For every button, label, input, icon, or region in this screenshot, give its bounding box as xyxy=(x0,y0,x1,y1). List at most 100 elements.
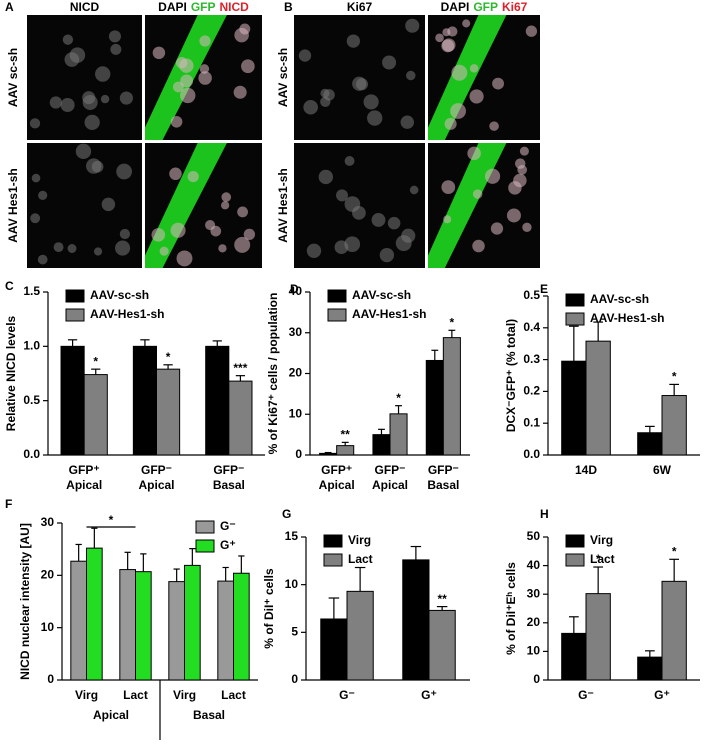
row-label: AAV sc-sh xyxy=(6,48,20,107)
bar xyxy=(205,345,230,456)
nucleus xyxy=(62,34,74,45)
x-tick-label: Lact xyxy=(221,688,246,702)
panel-letter: A xyxy=(5,0,14,14)
nucleus xyxy=(506,208,521,223)
y-tick-label: 0.5 xyxy=(23,393,40,407)
legend-label: G⁺ xyxy=(220,538,236,552)
panel-letter: B xyxy=(284,0,293,14)
legend-label: Virg xyxy=(590,533,613,547)
bar xyxy=(561,632,587,681)
legend-label: G⁻ xyxy=(220,519,236,533)
y-tick-label: 20 xyxy=(289,366,303,380)
channel-title: NICD xyxy=(70,0,100,14)
bar xyxy=(346,590,374,681)
panel-letter: G xyxy=(282,507,291,521)
nucleus xyxy=(69,47,86,63)
channel-title: Ki67 xyxy=(347,0,373,14)
bar xyxy=(428,609,456,681)
x-tick-label: GFP⁻ xyxy=(213,463,244,477)
nucleus xyxy=(472,189,483,199)
merge-title: DAPI GFP Ki67 xyxy=(441,0,528,14)
y-tick-label: 0.0 xyxy=(23,447,40,461)
significance: ** xyxy=(437,592,447,606)
y-tick-label: 1.0 xyxy=(23,339,40,353)
nucleus xyxy=(387,216,401,230)
legend-label: AAV-sc-sh xyxy=(90,288,149,302)
y-tick-label: 30 xyxy=(41,515,55,529)
legend-label: AAV-sc-sh xyxy=(352,288,411,302)
nucleus xyxy=(334,240,349,255)
nucleus xyxy=(110,43,122,55)
legend-label: Virg xyxy=(348,533,371,547)
nucleus xyxy=(172,81,184,93)
nucleus xyxy=(490,222,504,235)
merge-channel: NICD xyxy=(220,0,250,14)
y-tick-label: 0.1 xyxy=(523,415,540,429)
significance: * xyxy=(596,552,601,566)
x-tick-label: Apical xyxy=(66,478,102,492)
nucleus xyxy=(180,74,194,88)
bar xyxy=(389,413,408,456)
bar xyxy=(119,569,136,681)
legend-label: AAV-Hes1-sh xyxy=(590,311,664,325)
y-tick-label: 0.2 xyxy=(523,384,540,398)
panel-letter: D xyxy=(290,282,299,296)
bar xyxy=(60,345,85,456)
y-tick-label: 0 xyxy=(295,447,302,461)
nucleus xyxy=(38,190,48,200)
x-tick-label: GFP⁻ xyxy=(374,463,405,477)
nucleus xyxy=(336,189,349,202)
nucleus xyxy=(37,254,48,265)
nucleus xyxy=(234,236,251,253)
x-tick-label: GFP⁻ xyxy=(428,463,459,477)
y-tick-label: 0.0 xyxy=(523,447,540,461)
x-tick-label: G⁻ xyxy=(339,688,355,702)
y-tick-label: 15 xyxy=(285,529,299,543)
bar xyxy=(661,395,687,456)
bar xyxy=(233,572,250,681)
nucleus xyxy=(170,222,186,238)
bar xyxy=(217,580,235,681)
x-tick-label: GFP⁺ xyxy=(69,463,100,477)
legend-label: AAV-Hes1-sh xyxy=(352,307,426,321)
nucleus xyxy=(115,240,131,256)
bar xyxy=(336,445,355,456)
nucleus xyxy=(29,118,41,129)
nucleus xyxy=(198,71,212,85)
bar xyxy=(637,656,663,681)
nucleus xyxy=(346,34,361,48)
nucleus xyxy=(492,77,504,90)
nucleus xyxy=(234,27,249,43)
nucleus xyxy=(116,163,132,180)
nucleus xyxy=(241,59,255,74)
y-tick-label: 30 xyxy=(289,325,303,339)
x-tick-label: G⁺ xyxy=(421,688,437,702)
nucleus xyxy=(525,25,538,37)
nucleus xyxy=(519,146,529,156)
y-tick-label: 0.5 xyxy=(523,288,540,302)
row-label: AAV sc-sh xyxy=(276,48,290,107)
nucleus xyxy=(221,192,232,202)
group-label: Basal xyxy=(193,708,225,722)
nucleus xyxy=(318,169,334,185)
legend-label: Lact xyxy=(348,552,373,566)
nucleus xyxy=(462,19,471,28)
bar xyxy=(425,359,444,456)
row-label: AAV Hes1-sh xyxy=(6,168,20,242)
bar xyxy=(135,571,152,681)
nucleus xyxy=(86,158,102,174)
bar xyxy=(83,374,108,456)
nucleus xyxy=(355,78,369,91)
legend-swatch xyxy=(565,553,585,567)
nucleus xyxy=(151,228,166,242)
y-tick-label: 5 xyxy=(291,625,298,639)
legend-swatch xyxy=(565,312,585,326)
bar xyxy=(561,360,587,456)
y-tick-label: 0 xyxy=(291,672,298,686)
y-axis-label: % of DiI⁺ cells xyxy=(262,568,276,649)
nucleus xyxy=(152,46,166,60)
panel-letter: H xyxy=(540,507,549,521)
nucleus xyxy=(180,87,196,104)
nucleus xyxy=(323,89,335,101)
bar xyxy=(70,560,87,681)
